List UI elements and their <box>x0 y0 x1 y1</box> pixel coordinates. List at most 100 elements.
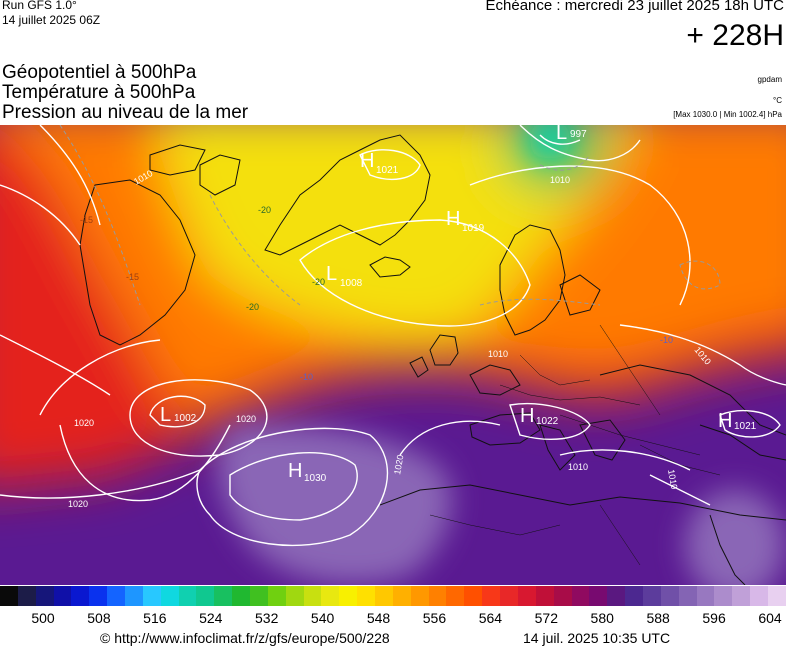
scale-swatch <box>392 586 411 606</box>
scale-swatch <box>125 586 143 606</box>
scale-swatch <box>607 586 626 606</box>
scale-tick-label: 580 <box>590 610 614 626</box>
scale-swatch <box>214 586 233 606</box>
scale-swatch <box>0 586 18 606</box>
center-h-1022: H 1022 <box>520 405 559 427</box>
scale-tick-label: 572 <box>534 610 558 626</box>
svg-text:H: H <box>360 150 374 172</box>
scale-swatch <box>35 586 54 606</box>
scale-tick-label: 564 <box>478 610 503 626</box>
svg-text:1002: 1002 <box>174 413 197 424</box>
scale-swatch <box>589 586 608 606</box>
scale-swatch <box>571 586 590 606</box>
center-h-1030: H 1030 <box>288 460 327 484</box>
temp-label: -20 <box>246 302 259 312</box>
isobar-label: 1020 <box>68 499 88 509</box>
scale-swatch <box>750 586 768 606</box>
legend-pressure: Pression au niveau de la mer <box>2 102 249 123</box>
svg-text:1021: 1021 <box>734 421 757 432</box>
scale-tick-label: 532 <box>255 610 279 626</box>
scale-swatch <box>410 586 429 606</box>
svg-text:L: L <box>326 263 337 285</box>
scale-tick-label: 596 <box>702 610 726 626</box>
isobars <box>0 125 786 547</box>
svg-text:1019: 1019 <box>462 223 485 234</box>
scale-tick-label: 604 <box>758 610 782 626</box>
scale-swatch <box>285 586 304 606</box>
isobar-label: 1010 <box>488 349 508 359</box>
generated-time: 14 juil. 2025 10:35 UTC <box>523 630 671 646</box>
color-scale <box>0 586 786 606</box>
temp-isolines <box>59 125 721 306</box>
scale-swatch <box>339 586 358 606</box>
scale-tick-label: 508 <box>87 610 111 626</box>
svg-text:L: L <box>556 125 567 144</box>
scale-swatch <box>357 586 376 606</box>
center-h-1019: H 1019 <box>446 208 485 234</box>
scale-swatch <box>267 586 286 606</box>
isobar-label: 1010 <box>550 175 570 185</box>
scale-swatch <box>642 586 661 606</box>
scale-swatch <box>517 586 536 606</box>
temp-label: -20 <box>258 205 271 215</box>
field-lavender-east <box>685 490 785 585</box>
scale-swatch <box>53 586 72 606</box>
scale-swatch <box>232 586 251 606</box>
legend-temperature: Température à 500hPa <box>2 82 196 103</box>
scale-swatch <box>535 586 554 606</box>
scale-swatch <box>482 586 501 606</box>
scale-swatch <box>89 586 108 606</box>
scale-tick-label: 588 <box>646 610 670 626</box>
scale-swatch <box>464 586 483 606</box>
scale-swatch <box>196 586 215 606</box>
svg-text:1022: 1022 <box>536 416 559 427</box>
forecast-horizon: + 228H <box>686 19 784 52</box>
scale-tick-label: 500 <box>31 610 55 626</box>
coastlines <box>79 134 786 585</box>
scale-swatch <box>17 586 36 606</box>
temp-labels: -20 -20 -20 -15 -15 -10 -10 <box>80 205 673 382</box>
svg-text:H: H <box>718 410 732 432</box>
scale-swatch <box>178 586 197 606</box>
scale-swatch <box>625 586 643 606</box>
svg-text:1008: 1008 <box>340 278 363 289</box>
scale-swatch <box>714 586 733 606</box>
svg-text:1030: 1030 <box>304 473 327 484</box>
scale-swatch <box>142 586 161 606</box>
valid-time: Echéance : mercredi 23 juillet 2025 18h … <box>485 0 785 14</box>
temp-label: -15 <box>126 272 139 282</box>
scale-swatch <box>696 586 715 606</box>
temp-label: -10 <box>300 372 313 382</box>
unit-temperature: °C <box>773 96 782 105</box>
center-h-1021-east: H 1021 <box>718 410 757 432</box>
scale-swatch <box>303 586 322 606</box>
max-min-pressure: [Max 1030.0 | Min 1002.4] hPa <box>673 110 782 119</box>
scale-swatch <box>160 586 179 606</box>
scale-swatch <box>446 586 465 606</box>
svg-text:997: 997 <box>570 129 587 140</box>
isobar-label: 1010 <box>568 462 588 472</box>
credit-url[interactable]: © http://www.infoclimat.fr/z/gfs/europe/… <box>100 630 390 646</box>
scale-swatch <box>767 586 786 606</box>
pressure-centers: H 1021 H 1019 L 1008 L 997 L 1002 H 1030 H 1022… <box>160 125 757 484</box>
scale-swatch <box>71 586 90 606</box>
scale-swatch <box>250 586 268 606</box>
weather-map[interactable]: H 1021 H 1019 L 1008 L 997 L 1002 H 1030 H 1022… <box>0 125 786 585</box>
scale-swatch <box>107 586 126 606</box>
scale-swatch <box>500 586 518 606</box>
isobar-label: 1010 <box>666 469 679 490</box>
scale-swatch <box>553 586 572 606</box>
temp-label: -20 <box>312 277 325 287</box>
scale-tick-label: 556 <box>422 610 447 626</box>
center-l-1008: L 1008 <box>326 263 363 289</box>
temp-label: -10 <box>660 335 673 345</box>
run-date: 14 juillet 2025 06Z <box>2 13 101 27</box>
borders <box>429 324 721 566</box>
center-l-1002: L 1002 <box>160 404 197 426</box>
svg-text:H: H <box>288 460 302 482</box>
center-h-1021: H 1021 <box>360 150 399 176</box>
scale-tick-label: 524 <box>199 610 223 626</box>
svg-text:L: L <box>160 404 171 426</box>
temp-label: -15 <box>80 215 93 225</box>
scale-tick-label: 548 <box>366 610 391 626</box>
